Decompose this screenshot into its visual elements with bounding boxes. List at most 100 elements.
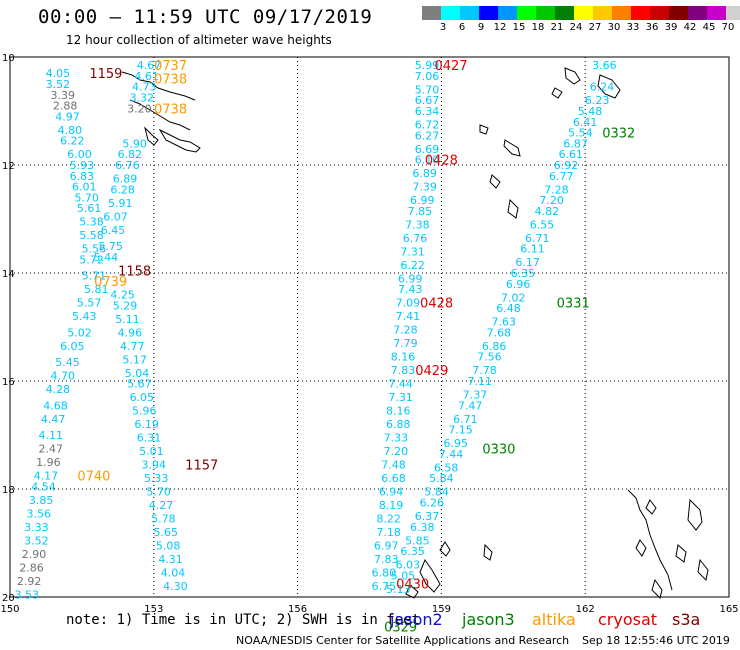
lat-tick-label: 14 [2, 269, 15, 280]
swh-value: 6.05 [130, 391, 155, 404]
scale-swatch [669, 6, 688, 20]
scale-swatch [536, 6, 555, 20]
swh-value: 5.17 [122, 353, 147, 366]
swh-value: 7.83 [391, 364, 416, 377]
swh-value: 5.71 [82, 270, 107, 283]
swh-value: 5.70 [415, 83, 440, 96]
swh-value: 8.16 [391, 351, 416, 364]
map-frame [9, 56, 730, 598]
swh-value: 6.72 [415, 119, 440, 132]
swh-value: 5.96 [132, 405, 157, 418]
scale-swatch [631, 6, 650, 20]
swh-value: 6.31 [137, 432, 162, 445]
scale-label: 39 [664, 22, 678, 33]
pass-time-label: 0330 [482, 443, 515, 458]
swh-value: 5.91 [108, 197, 133, 210]
scale-swatch [726, 6, 740, 20]
swh-value: 5.81 [84, 283, 109, 296]
swh-value: 8.16 [386, 405, 411, 418]
scale-swatch [498, 6, 517, 20]
swh-value: 3.66 [592, 59, 617, 72]
swh-value: 6.01 [72, 181, 97, 194]
swh-value: 4.68 [43, 399, 68, 412]
axis-labels: 150 153 156 159 162 165 10 12 14 16 18 20 [0, 53, 738, 615]
swh-value: 6.83 [70, 170, 95, 183]
swh-value: 7.56 [477, 351, 502, 364]
swh-value: 7.63 [491, 316, 516, 329]
scale-swatch [422, 6, 441, 20]
lat-tick-label: 10 [2, 53, 15, 64]
swh-value: 4.67 [137, 59, 162, 72]
swh-value: 6.45 [101, 224, 126, 237]
swh-value: 6.95 [444, 437, 469, 450]
swh-value: 6.80 [372, 567, 397, 580]
swh-value: 5.85 [405, 534, 430, 547]
scale-label: 24 [569, 22, 583, 33]
swh-value: 6.10 [415, 154, 440, 167]
swh-value: 6.24 [590, 81, 615, 94]
swh-value: 7.37 [463, 389, 488, 402]
footer-note: note: 1) Time is in UTC; 2) SWH is in fe… [66, 612, 421, 628]
pass-time-label: 1157 [185, 459, 218, 474]
swh-value: 6.67 [415, 94, 440, 107]
scale-swatch [574, 6, 593, 20]
swh-value: 6.71 [525, 232, 550, 245]
swh-value: 6.35 [511, 267, 536, 280]
swh-value: 5.04 [125, 367, 150, 380]
scale-swatch [688, 6, 707, 20]
swh-value: 6.87 [563, 137, 588, 150]
swh-value: 4.47 [41, 413, 66, 426]
swh-value: 3.56 [27, 507, 52, 520]
swh-value: 7.47 [458, 399, 483, 412]
swh-value: 7.02 [501, 291, 526, 304]
scale-label: 70 [721, 22, 735, 33]
pass-time-label: 1159 [89, 67, 122, 82]
swh-value: 7.31 [388, 391, 413, 404]
swh-value: 5.08 [156, 540, 181, 553]
swh-value: 3.53 [15, 588, 40, 601]
swh-value: 6.03 [396, 559, 421, 572]
scale-swatch [460, 6, 479, 20]
swh-value: 4.04 [161, 567, 186, 580]
footer-credit: NOAA/NESDIS Center for Satellite Applica… [236, 634, 570, 647]
swh-value: 6.27 [415, 129, 440, 142]
lon-tick-label: 159 [432, 604, 451, 615]
swh-value: 2.47 [38, 443, 63, 456]
swh-value: 7.28 [544, 183, 569, 196]
lon-tick-label: 162 [576, 604, 595, 615]
swh-value: 6.94 [379, 486, 404, 499]
swh-value: 7.33 [384, 432, 409, 445]
swh-value: 6.88 [386, 418, 411, 431]
swh-value: 5.65 [154, 526, 179, 539]
swh-value: 6.22 [60, 135, 85, 148]
swh-value: 7.09 [396, 297, 421, 310]
pass-time-label: 0738 [154, 102, 187, 117]
swh-value: 5.84 [429, 472, 454, 485]
swh-value: 5.75 [98, 240, 123, 253]
swh-value: 5.01 [139, 445, 164, 458]
pass-time-label: 0329 [384, 621, 417, 636]
swh-value: 8.22 [376, 513, 401, 526]
swh-value: 6.76 [403, 232, 428, 245]
swh-value: 6.76 [115, 159, 140, 172]
scale-swatch [593, 6, 612, 20]
swh-value: 4.80 [58, 124, 83, 137]
swh-value: 7.39 [412, 181, 437, 194]
swh-value: 7.79 [393, 337, 418, 350]
pass-time-label: 0740 [77, 470, 110, 485]
lat-tick-label: 20 [2, 593, 15, 604]
wave-height-color-scale [422, 6, 740, 20]
pass-time-label: 0427 [434, 59, 467, 74]
scale-label: 9 [477, 22, 485, 33]
swh-value: 5.57 [77, 297, 102, 310]
swh-value: 7.43 [398, 283, 423, 296]
swh-value: 6.48 [496, 302, 521, 315]
swh-value: 8.19 [379, 499, 404, 512]
legend-altika: altika [532, 610, 576, 629]
swh-value: 5.11 [115, 313, 140, 326]
swh-value: 6.19 [134, 418, 159, 431]
swh-value: 5.05 [391, 569, 416, 582]
lat-tick-label: 16 [2, 377, 15, 388]
swh-value: 7.68 [487, 326, 512, 339]
